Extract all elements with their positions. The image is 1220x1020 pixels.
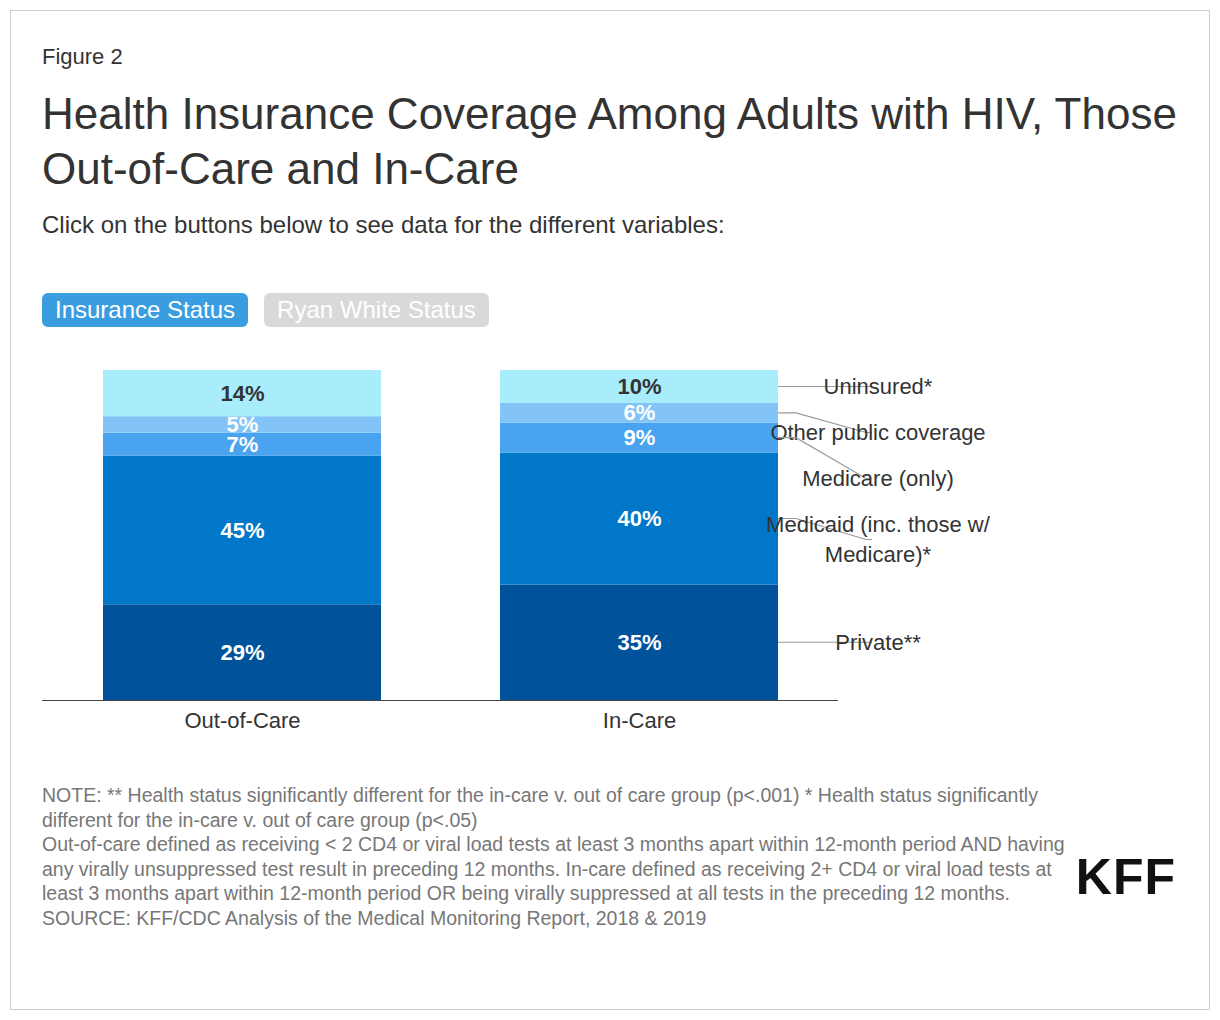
html-text:Ryan White Status: Ryan White Status (277, 296, 476, 323)
svg-text:9%: 9% (624, 425, 656, 450)
svg-text:In-Care: In-Care (603, 708, 676, 733)
html-text:Figure 2: Figure 2 (42, 44, 123, 69)
svg-text:Private**: Private** (835, 630, 921, 655)
svg-text:7%: 7% (226, 431, 259, 457)
svg-text:Out-of-Care: Out-of-Care (184, 708, 300, 733)
svg-text:5%: 5% (227, 412, 259, 437)
svg-text:14%: 14% (220, 381, 264, 406)
svg-text:10%: 10% (617, 374, 661, 399)
html-text:SOURCE: KFF/CDC Analysis of th: SOURCE: KFF/CDC Analysis of the Medical … (42, 906, 707, 929)
svg-text:35%: 35% (617, 630, 661, 655)
html-text:Health Insurance Coverage Amon: Health Insurance Coverage Among Adults w… (42, 89, 1177, 193)
svg-text:29%: 29% (220, 640, 264, 665)
html-text:Insurance Status: Insurance Status (55, 296, 236, 323)
html-text:Click on the buttons below to: Click on the buttons below to see data f… (42, 211, 725, 238)
svg-text:Medicaid (inc. those w/Medicar: Medicaid (inc. those w/Medicare)* (766, 512, 991, 567)
html-text:Out-of-care defined as receivi: Out-of-care defined as receiving < 2 CD4… (42, 833, 1065, 904)
svg-text:40%: 40% (617, 506, 661, 531)
svg-text:Medicare (only): Medicare (only) (802, 466, 954, 491)
svg-text:45%: 45% (220, 518, 264, 543)
svg-text:Uninsured*: Uninsured* (824, 374, 933, 399)
svg-text:Other public coverage: Other public coverage (770, 420, 986, 446)
svg-text:6%: 6% (624, 400, 656, 425)
html-text:NOTE: ** Health status signifi: NOTE: ** Health status significantly dif… (42, 784, 1038, 831)
html-text:KFF: KFF (1075, 849, 1176, 905)
